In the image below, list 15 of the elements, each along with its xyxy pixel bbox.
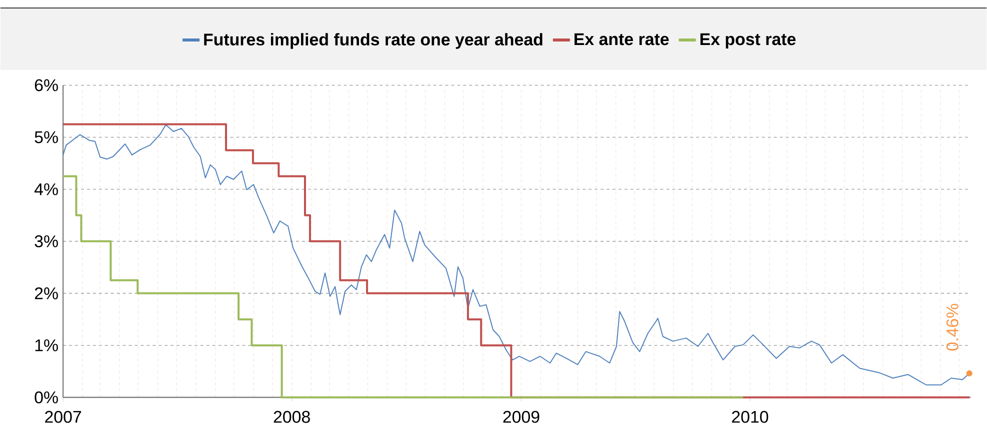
legend-label: Ex post rate — [700, 34, 796, 49]
y-tick-label: 2% — [34, 288, 58, 300]
x-tick-label: 2009 — [503, 411, 540, 424]
y-tick-label: 6% — [34, 79, 58, 92]
legend-label: Ex ante rate — [574, 34, 669, 46]
legend-label: Futures implied funds rate one year ahead — [204, 33, 542, 50]
x-tick-label: 2008 — [274, 411, 310, 424]
y-tick-label: 1% — [35, 340, 58, 352]
x-tick-label: 2010 — [732, 411, 768, 424]
y-tick-label: 4% — [34, 184, 58, 196]
y-tick-label: 5% — [34, 131, 58, 144]
y-tick-label: 3% — [34, 235, 58, 248]
y-tick-label: 0% — [34, 392, 58, 404]
annotation: 0.46% — [946, 304, 958, 351]
x-tick-label: 2007 — [45, 411, 82, 424]
